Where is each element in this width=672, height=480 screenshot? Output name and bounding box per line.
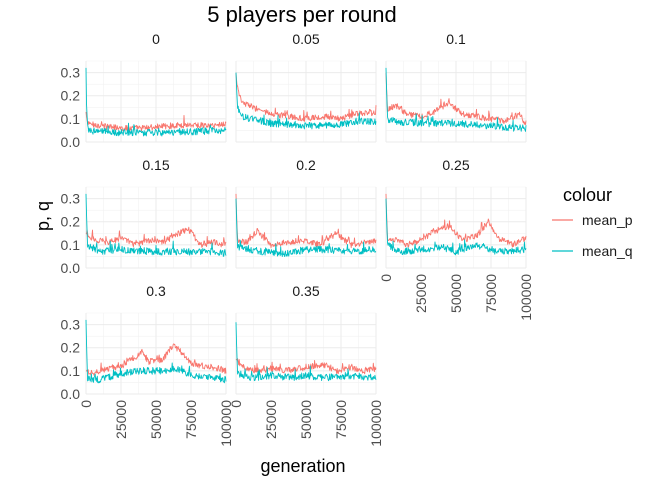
facet-panel: 0 0.0 0.1 0.2 0.3	[61, 31, 227, 150]
series-line-mean-p	[235, 193, 377, 249]
facet-strip-label: 0	[152, 31, 160, 47]
facet-panel: 0.35 0 25000 50000 75000 100000	[228, 283, 384, 447]
series-line-mean-q	[385, 198, 527, 256]
legend-label-mean-p: mean_p	[582, 212, 633, 228]
series-line-mean-q	[85, 67, 227, 137]
x-tick-label: 75000	[333, 400, 349, 439]
y-tick-label: 0.3	[61, 65, 81, 81]
series-line-mean-p	[235, 72, 377, 122]
y-tick-label: 0.2	[61, 214, 81, 230]
x-tick-label: 100000	[518, 274, 534, 321]
series-line-mean-q	[85, 319, 227, 384]
series-line-mean-q	[385, 67, 527, 132]
series-line-mean-q	[235, 198, 377, 257]
x-tick-label: 25000	[263, 400, 279, 439]
y-axis-title: p, q	[33, 201, 53, 231]
legend-label-mean-q: mean_q	[582, 243, 633, 259]
facet-panels: 00.00.10.20.30.05 0.10.150.00.10.20.30.2 0…	[61, 31, 534, 447]
x-tick-label: 0	[78, 400, 94, 408]
facet-panel: 0.15 0.0 0.1 0.2 0.3	[61, 157, 227, 276]
x-tick-label: 100000	[218, 400, 234, 447]
legend-title: colour	[563, 185, 612, 205]
x-tick-label: 50000	[448, 274, 464, 313]
series-line-mean-p	[385, 193, 527, 248]
x-tick-label: 0	[378, 274, 394, 282]
y-tick-label: 0.1	[61, 111, 81, 127]
y-tick-label: 0.0	[61, 260, 81, 276]
series-line-mean-q	[235, 322, 377, 382]
y-tick-label: 0.0	[61, 386, 81, 402]
x-tick-label: 0	[228, 400, 244, 408]
series-line-mean-p	[385, 72, 527, 126]
series-line-mean-p	[85, 111, 227, 132]
y-tick-label: 0.1	[61, 363, 81, 379]
legend: colour mean_p mean_q	[552, 185, 633, 259]
chart-title: 5 players per round	[207, 2, 397, 27]
series-line-mean-q	[235, 72, 377, 130]
series-line-mean-p	[85, 343, 227, 376]
y-tick-label: 0.3	[61, 317, 81, 333]
x-tick-label: 25000	[413, 274, 429, 313]
facet-strip-label: 0.15	[142, 157, 169, 173]
facet-panel: 0.05	[235, 31, 377, 143]
x-axis-title: generation	[260, 456, 345, 476]
facet-strip-label: 0.05	[292, 31, 319, 47]
facet-panel: 0.1	[385, 31, 527, 143]
y-tick-label: 0.2	[61, 340, 81, 356]
x-tick-label: 75000	[183, 400, 199, 439]
y-tick-label: 0.0	[61, 134, 81, 150]
y-tick-label: 0.1	[61, 237, 81, 253]
y-tick-label: 0.3	[61, 191, 81, 207]
y-tick-label: 0.2	[61, 88, 81, 104]
x-tick-label: 50000	[148, 400, 164, 439]
x-tick-label: 50000	[298, 400, 314, 439]
facet-strip-label: 0.35	[292, 283, 319, 299]
facet-strip-label: 0.1	[446, 31, 466, 47]
facet-strip-label: 0.25	[442, 157, 469, 173]
facet-panel: 0.25 0 25000 50000 75000 100000	[378, 157, 534, 321]
series-line-mean-p	[85, 226, 227, 248]
facet-strip-label: 0.3	[146, 283, 166, 299]
facet-strip-label: 0.2	[296, 157, 316, 173]
series-line-mean-q	[85, 193, 227, 257]
facet-panel: 0.2	[235, 157, 377, 269]
facet-panel: 0.3 0.0 0.1 0.2 0.3 0 25000 50000 75000 100000	[61, 283, 234, 447]
x-tick-label: 100000	[368, 400, 384, 447]
x-tick-label: 75000	[483, 274, 499, 313]
x-tick-label: 25000	[113, 400, 129, 439]
